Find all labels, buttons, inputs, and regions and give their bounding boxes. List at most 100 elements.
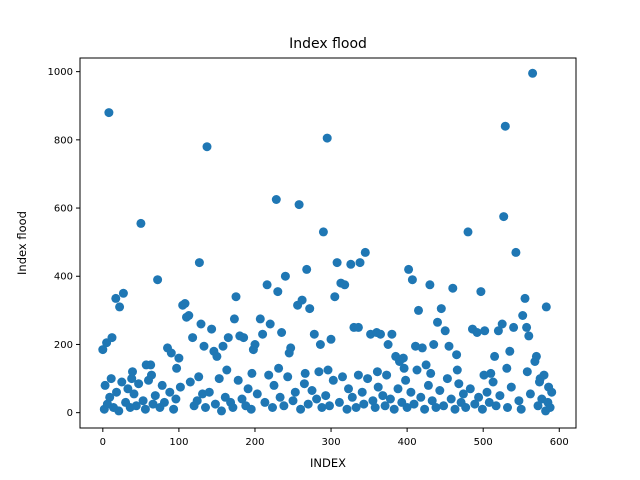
data-point <box>399 363 409 373</box>
data-point <box>214 374 224 384</box>
data-point <box>351 403 361 412</box>
data-point <box>401 375 411 385</box>
data-point <box>363 374 373 384</box>
data-point <box>524 331 534 341</box>
data-point <box>346 259 356 269</box>
data-point <box>393 384 403 394</box>
data-point <box>157 380 167 390</box>
data-point <box>192 396 202 406</box>
x-tick-label: 600 <box>550 437 569 448</box>
data-point <box>231 292 241 302</box>
data-point <box>486 368 496 378</box>
data-point <box>128 367 137 377</box>
data-point <box>323 365 333 375</box>
data-point <box>194 372 204 382</box>
data-point <box>495 391 505 401</box>
data-point <box>476 287 486 297</box>
data-point <box>165 387 175 397</box>
data-point <box>412 365 422 375</box>
data-point <box>544 382 554 392</box>
data-point <box>385 394 395 404</box>
data-point <box>169 404 179 414</box>
data-point <box>111 293 121 303</box>
data-point <box>321 391 331 401</box>
data-point <box>150 391 160 401</box>
data-point <box>228 403 238 412</box>
data-point <box>355 258 365 268</box>
data-point <box>303 399 313 409</box>
data-point <box>210 399 220 409</box>
data-point <box>442 374 452 384</box>
data-point <box>404 264 414 274</box>
data-point <box>535 377 544 387</box>
data-point <box>196 319 206 329</box>
data-point <box>299 379 309 389</box>
data-point <box>297 295 307 305</box>
data-point <box>201 403 210 412</box>
data-point <box>440 326 450 336</box>
data-point <box>258 329 268 339</box>
data-point <box>479 370 489 380</box>
y-tick-label: 400 <box>54 272 73 283</box>
data-point <box>387 329 397 339</box>
data-point <box>288 396 298 406</box>
data-point <box>502 363 512 373</box>
data-point <box>465 384 475 394</box>
data-point <box>340 280 350 290</box>
x-tick-label: 0 <box>100 437 106 448</box>
data-point <box>330 292 340 302</box>
data-point <box>172 363 182 373</box>
data-point <box>344 384 353 394</box>
data-point <box>370 403 380 412</box>
data-point <box>307 386 317 395</box>
data-point <box>188 333 198 343</box>
data-point <box>318 227 328 237</box>
data-point <box>541 302 551 312</box>
data-point <box>406 387 416 397</box>
data-point <box>539 370 549 380</box>
data-point <box>294 200 304 210</box>
data-point <box>500 121 510 131</box>
data-point <box>334 397 344 407</box>
data-point <box>328 375 338 385</box>
data-point <box>118 288 128 298</box>
data-point <box>252 389 262 399</box>
data-point <box>237 394 247 404</box>
data-point <box>477 404 487 414</box>
data-point <box>347 392 357 402</box>
data-point <box>378 391 388 401</box>
data-point <box>247 368 257 378</box>
data-point <box>147 370 156 380</box>
data-point <box>250 340 260 349</box>
data-point <box>246 404 256 414</box>
data-point <box>112 387 121 397</box>
data-point <box>497 319 507 329</box>
y-tick-label: 200 <box>54 340 73 351</box>
data-point <box>353 370 363 380</box>
data-point <box>136 218 146 228</box>
data-point <box>488 377 498 387</box>
data-point <box>265 319 275 329</box>
data-point <box>98 345 108 355</box>
data-point <box>409 399 419 409</box>
y-tick-label: 1000 <box>48 67 73 78</box>
data-point <box>255 314 265 324</box>
data-point <box>129 389 139 399</box>
data-point <box>353 322 363 332</box>
data-point <box>533 401 543 411</box>
data-point <box>444 341 454 351</box>
data-point <box>202 142 212 152</box>
data-point <box>275 392 285 402</box>
data-point <box>305 304 315 314</box>
data-point <box>516 404 526 414</box>
data-point <box>105 392 115 402</box>
data-point <box>382 370 392 380</box>
plot-frame <box>79 57 577 429</box>
data-point <box>131 401 141 411</box>
data-point <box>300 368 310 378</box>
data-point <box>448 283 458 293</box>
data-point <box>175 382 185 392</box>
data-point <box>290 387 300 397</box>
data-point <box>218 341 228 351</box>
data-point <box>153 275 163 285</box>
